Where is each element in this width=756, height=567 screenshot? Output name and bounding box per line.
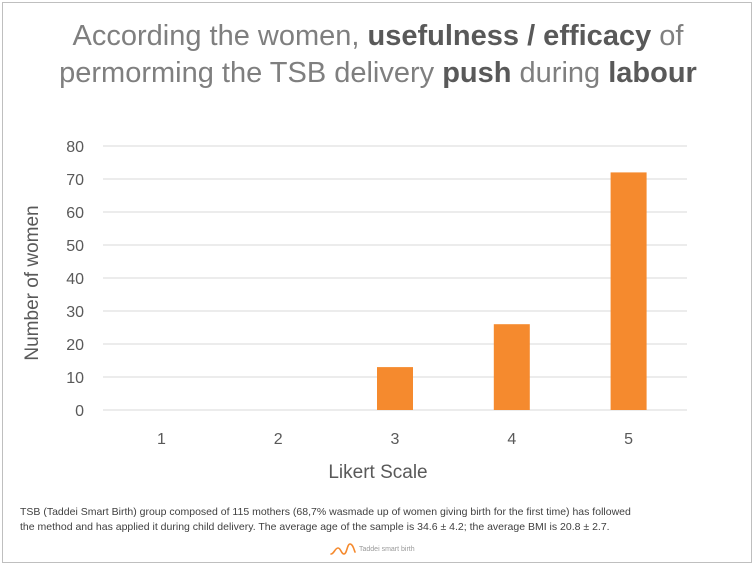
x-tick-label-5: 5	[624, 431, 633, 448]
bar-chart: 0 10 20 30 40 50 60 70 80 1 2 3 4 5 Likert Scale Num…	[22, 139, 687, 483]
title-text-3: permorming the TSB delivery	[59, 57, 443, 89]
y-tick-label-4: 40	[66, 271, 84, 288]
x-tick-labels: 1 2 3 4 5	[157, 431, 633, 448]
chart-title: According the women, usefulness / effica…	[0, 18, 756, 92]
taddei-logo: Taddei smart birth	[330, 540, 415, 558]
title-text-1: According the women,	[72, 20, 368, 52]
title-bold-3: labour	[608, 57, 697, 89]
y-tick-labels: 0 10 20 30 40 50 60 70 80	[66, 139, 84, 420]
title-text-4: during	[511, 57, 609, 89]
y-tick-label-6: 60	[66, 205, 84, 222]
footnote-line-2: the method and has applied it during chi…	[20, 521, 610, 533]
x-tick-label-2: 2	[274, 431, 283, 448]
y-tick-label-3: 30	[66, 304, 84, 321]
title-bold-2: push	[442, 57, 512, 89]
footnote: TSB (Taddei Smart Birth) group composed …	[20, 505, 735, 535]
x-tick-label-3: 3	[391, 431, 400, 448]
x-tick-label-4: 4	[507, 431, 516, 448]
logo-wave-icon	[330, 543, 356, 555]
y-tick-label-0: 0	[75, 403, 84, 420]
title-text-2: of	[651, 20, 684, 52]
logo-text: Taddei smart birth	[359, 545, 415, 553]
y-axis-title: Number of women	[22, 205, 43, 360]
x-axis-title: Likert Scale	[328, 462, 427, 483]
y-tick-label-2: 20	[66, 337, 84, 354]
footnote-line-1: TSB (Taddei Smart Birth) group composed …	[20, 506, 631, 518]
y-tick-label-8: 80	[66, 139, 84, 156]
title-bold-1: usefulness / efficacy	[367, 20, 652, 52]
y-tick-label-7: 70	[66, 172, 84, 189]
bar-3	[377, 367, 413, 410]
x-tick-label-1: 1	[157, 431, 166, 448]
bars	[377, 172, 647, 410]
y-tick-label-5: 50	[66, 238, 84, 255]
bar-4	[493, 324, 530, 410]
bar-5	[610, 172, 647, 410]
gridlines	[103, 145, 687, 411]
y-tick-label-1: 10	[66, 370, 84, 387]
